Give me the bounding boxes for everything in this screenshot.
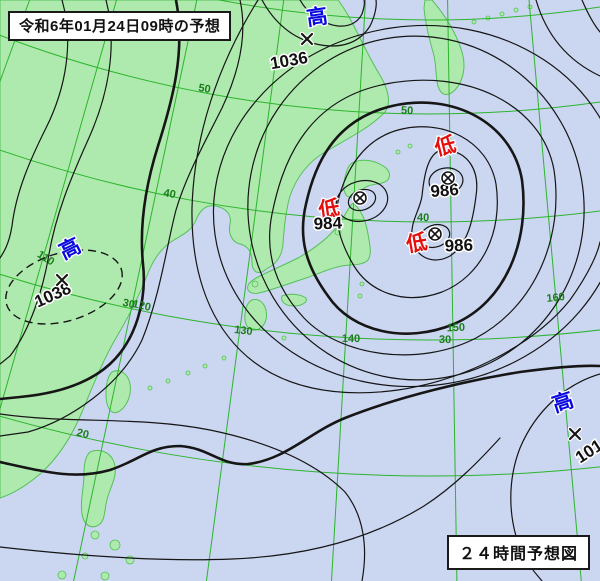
pressure-label: 986	[444, 236, 473, 256]
small-island	[359, 281, 365, 287]
small-island	[125, 555, 135, 565]
meridian-line-110	[0, 0, 117, 411]
high-center-mark	[300, 32, 314, 46]
isobar-bold	[0, 364, 600, 476]
isobar	[261, 0, 377, 47]
meridian-line-160	[528, 0, 582, 581]
graticule-label: 160	[546, 291, 566, 305]
meridian-line-120	[73, 0, 198, 581]
small-island	[499, 11, 505, 17]
meridian-line-130	[205, 0, 285, 581]
isobar	[0, 437, 501, 561]
latitude-line-50	[0, 34, 600, 115]
pressure-label: 984	[313, 213, 343, 233]
graticule-label: 30	[121, 297, 136, 311]
graticule-label: 40	[417, 212, 430, 224]
small-island	[165, 378, 171, 384]
small-island	[81, 552, 89, 560]
small-island	[471, 19, 477, 25]
isobar	[0, 0, 69, 259]
isobar	[336, 126, 498, 299]
small-island	[395, 149, 401, 155]
isobar	[0, 413, 366, 581]
small-island	[90, 530, 100, 540]
latitude-line-60	[218, 0, 600, 21]
isobar	[0, 0, 112, 365]
isobar	[0, 0, 244, 437]
graticule-label: 130	[234, 324, 254, 338]
isobar	[299, 0, 365, 27]
isobar-dashed-ring	[5, 249, 123, 325]
small-island	[100, 571, 110, 581]
isobar	[535, 0, 600, 77]
small-island	[221, 355, 227, 361]
land-mass	[423, 0, 465, 95]
small-island	[281, 335, 287, 341]
land-mass	[244, 299, 267, 331]
graticule-label: 40	[162, 187, 176, 201]
small-island	[147, 385, 153, 391]
isobar-ring	[419, 223, 451, 249]
isobar	[268, 79, 557, 356]
pressure-label: 986	[430, 180, 460, 201]
low-center-mark-x	[443, 173, 453, 183]
graticule-label: 30	[439, 334, 451, 346]
graticule-label: 20	[75, 427, 90, 442]
latitude-line-30	[0, 273, 600, 341]
small-island	[513, 7, 519, 13]
small-island	[357, 293, 363, 299]
small-island	[407, 143, 413, 149]
graticule-label: 140	[342, 333, 361, 345]
pressure-label: 低	[403, 229, 429, 256]
forecast-title-box: 令和6年01月24日09時の予想	[8, 11, 232, 41]
isobar-ring	[212, 24, 600, 388]
isobar-ring	[428, 167, 464, 195]
latitude-line-40	[0, 149, 600, 223]
graticule-label: 150	[447, 322, 466, 335]
small-island	[251, 280, 259, 288]
isobar	[581, 0, 600, 33]
pressure-label: 低	[316, 196, 341, 223]
low-center-mark-x	[355, 193, 365, 203]
chart-type-box: ２４時間予想図	[446, 535, 590, 570]
small-island	[109, 539, 121, 551]
isobar-bold	[0, 0, 181, 401]
small-island	[185, 370, 191, 376]
small-island	[202, 363, 208, 369]
isobar	[411, 149, 478, 261]
high-center-mark	[55, 273, 69, 287]
graticule-label: 50	[197, 82, 211, 96]
small-island	[57, 570, 67, 580]
latitude-line-20	[0, 415, 600, 477]
graticule-label: 120	[131, 298, 152, 314]
meridian-line-150	[447, 0, 458, 581]
isobar-ring	[335, 179, 389, 223]
graticule-label: 50	[401, 105, 414, 117]
pressure-label: 高	[305, 4, 329, 31]
low-center-mark-x	[430, 229, 440, 239]
isobar-ring	[247, 35, 585, 381]
high-center-mark	[568, 427, 582, 441]
isobar	[191, 0, 600, 394]
isobar-bold	[301, 101, 525, 335]
land-mass	[281, 293, 307, 307]
